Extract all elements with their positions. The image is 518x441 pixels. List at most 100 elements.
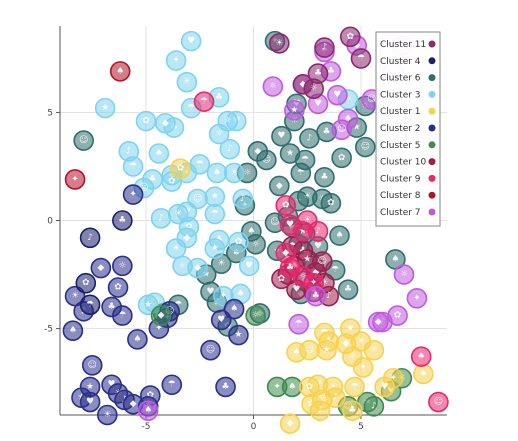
legend-item-cluster-6[interactable]: Cluster 6 — [380, 74, 436, 84]
scatter-point-cluster-2[interactable]: ♣ — [215, 376, 236, 398]
scatter-point-cluster-6[interactable]: ◆ — [268, 175, 290, 197]
legend-item-cluster-1[interactable]: Cluster 1 — [380, 107, 436, 117]
scatter-point-cluster-7[interactable]: ✿ — [387, 305, 408, 326]
scatter-point-cluster-6[interactable]: ☺ — [354, 136, 376, 158]
scatter-point-cluster-2[interactable]: ☀ — [97, 404, 118, 426]
scatter-point-cluster-7[interactable]: ☂ — [288, 313, 309, 335]
scatter-point-cluster-11[interactable]: ☀ — [268, 32, 290, 54]
scatter-point-cluster-5[interactable]: ♠ — [281, 376, 303, 398]
scatter-point-cluster-3[interactable]: ☀ — [176, 71, 198, 93]
scatter-point-cluster-3[interactable]: ☂ — [122, 156, 144, 177]
scatter-point-cluster-9[interactable]: ◆ — [275, 242, 297, 264]
scatter-point-cluster-6[interactable]: ☀ — [296, 186, 318, 208]
scatter-point-cluster-3[interactable]: ◆ — [155, 112, 176, 134]
scatter-point-cluster-4[interactable]: ♣ — [112, 210, 133, 231]
scatter-point-cluster-1[interactable]: ☂ — [344, 376, 365, 398]
scatter-point-cluster-3[interactable]: ☂ — [204, 203, 226, 225]
scatter-point-cluster-1[interactable]: ☺ — [299, 339, 320, 361]
scatter-point-cluster-2[interactable]: ☺ — [81, 354, 103, 376]
scatter-point-cluster-7[interactable]: ♥ — [327, 84, 348, 106]
scatter-point-cluster-7[interactable]: ◆ — [367, 311, 389, 333]
scatter-point-cluster-2[interactable]: ☼ — [112, 255, 133, 277]
scatter-point-cluster-3[interactable]: ✦ — [165, 50, 187, 71]
scatter-point-cluster-6[interactable]: ◆ — [247, 141, 269, 162]
scatter-point-cluster-9[interactable]: ☺ — [428, 391, 449, 413]
scatter-point-cluster-3[interactable]: ☼ — [217, 110, 238, 132]
scatter-point-cluster-7[interactable]: ☺ — [331, 119, 352, 141]
legend-item-cluster-11[interactable]: Cluster 11 — [380, 40, 436, 50]
scatter-point-cluster-11[interactable]: ☼ — [303, 78, 325, 99]
scatter-point-cluster-6[interactable]: ✿ — [331, 147, 352, 169]
scatter-point-cluster-3[interactable]: ♠ — [206, 162, 228, 184]
scatter-point-cluster-3[interactable]: ★ — [204, 238, 226, 259]
scatter-point-cluster-1[interactable]: ♣ — [342, 400, 363, 421]
scatter-point-cluster-2[interactable]: ☂ — [161, 374, 183, 396]
scatter-point-cluster-3[interactable]: ☼ — [172, 255, 193, 277]
scatter-point-cluster-3[interactable]: ★ — [94, 97, 116, 119]
legend-item-cluster-7[interactable]: Cluster 7 — [380, 208, 436, 218]
legend-item-cluster-2[interactable]: Cluster 2 — [380, 124, 436, 134]
scatter-point-cluster-6[interactable]: ★ — [279, 143, 301, 164]
scatter-point-cluster-8[interactable]: ♠ — [109, 61, 131, 82]
legend-item-cluster-4[interactable]: Cluster 4 — [380, 57, 436, 67]
scatter-point-cluster-1[interactable]: ♥ — [374, 376, 395, 398]
legend-item-cluster-3[interactable]: Cluster 3 — [380, 90, 436, 100]
scatter-point-cluster-6[interactable]: ☼ — [245, 233, 266, 255]
scatter-point-cluster-3[interactable]: ♥ — [238, 255, 260, 277]
scatter-point-cluster-2[interactable]: ♥ — [210, 309, 232, 331]
scatter-point-cluster-1[interactable]: ♠ — [413, 363, 434, 385]
scatter-point-cluster-4[interactable]: ✿ — [75, 272, 97, 294]
legend-item-cluster-10[interactable]: Cluster 10 — [380, 158, 436, 168]
scatter-point-cluster-2[interactable]: ♥ — [79, 391, 101, 413]
scatter-point-cluster-6[interactable]: ♣ — [314, 166, 335, 188]
scatter-point-cluster-6[interactable]: ♪ — [299, 128, 320, 149]
scatter-point-cluster-1[interactable]: ♪ — [309, 400, 331, 421]
scatter-point-cluster-9[interactable]: ♠ — [410, 346, 432, 367]
scatter-point-cluster-3[interactable]: ♪ — [219, 138, 241, 160]
scatter-point-cluster-7[interactable]: ♣ — [305, 285, 327, 307]
scatter-point-cluster-1[interactable]: ✿ — [299, 376, 320, 398]
scatter-point-cluster-9[interactable]: ♪ — [307, 221, 329, 242]
scatter-point-cluster-2[interactable]: ♠ — [127, 329, 148, 350]
legend[interactable]: Cluster 11 Cluster 4 Cluster 6 Cluster 3 Clu… — [375, 31, 441, 227]
scatter-point-cluster-9[interactable]: ☂ — [193, 91, 215, 112]
scatter-point-cluster-6[interactable]: ♠ — [385, 249, 406, 270]
scatter-point-cluster-10[interactable]: ★ — [296, 249, 318, 270]
scatter-point-cluster-6[interactable]: ♠ — [329, 225, 350, 246]
scatter-point-cluster-2[interactable]: ◆ — [90, 257, 112, 279]
scatter-point-cluster-3[interactable]: ☀ — [223, 162, 245, 184]
scatter-point-cluster-7[interactable]: ★ — [284, 99, 305, 121]
scatter-point-cluster-2[interactable]: ♠ — [62, 320, 84, 342]
scatter-point-cluster-7[interactable]: ☼ — [393, 264, 415, 285]
scatter-point-cluster-1[interactable]: ✦ — [352, 357, 374, 378]
scatter-point-cluster-7[interactable]: ♠ — [137, 400, 159, 421]
scatter-point-cluster-11[interactable]: ☂ — [350, 48, 372, 69]
legend-item-cluster-5[interactable]: Cluster 5 — [380, 141, 436, 151]
scatter-point-cluster-2[interactable]: ♣ — [101, 296, 122, 318]
scatter-point-cluster-4[interactable]: ♪ — [79, 227, 101, 249]
scatter-point-cluster-11[interactable]: ✿ — [339, 26, 361, 48]
scatter-point-cluster-8[interactable]: ✦ — [64, 169, 86, 190]
scatter-point-cluster-6[interactable]: ☂ — [294, 149, 316, 171]
scatter-point-cluster-3[interactable]: ♠ — [230, 283, 251, 305]
scatter-point-cluster-3[interactable]: ☂ — [189, 154, 211, 175]
scatter-point-cluster-9[interactable]: ♥ — [279, 214, 301, 236]
scatter-point-cluster-11[interactable]: ♪ — [314, 37, 335, 58]
scatter-point-cluster-7[interactable]: ☼ — [262, 76, 284, 97]
scatter-point-cluster-3[interactable]: ★ — [204, 186, 226, 208]
scatter-point-cluster-7[interactable]: ✦ — [406, 287, 428, 309]
scatter-point-cluster-6[interactable]: ✿ — [320, 192, 342, 214]
scatter-point-cluster-1[interactable]: ◆ — [279, 413, 301, 434]
scatter-point-cluster-3[interactable]: ✿ — [228, 231, 249, 253]
scatter-point-cluster-5[interactable]: ◆ — [150, 305, 172, 326]
scatter-point-cluster-6[interactable]: ♣ — [337, 279, 359, 300]
scatter-point-cluster-2[interactable]: ✿ — [107, 277, 129, 298]
scatter-point-cluster-5[interactable]: ♪ — [363, 396, 385, 417]
scatter-point-cluster-2[interactable]: ✦ — [122, 184, 144, 205]
scatter-point-cluster-2[interactable]: ☺ — [200, 339, 221, 361]
scatter-point-cluster-1[interactable]: ★ — [316, 339, 337, 361]
scatter-point-cluster-6[interactable]: ☺ — [73, 130, 94, 151]
legend-item-cluster-8[interactable]: Cluster 8 — [380, 191, 436, 201]
scatter-point-cluster-3[interactable]: ♥ — [180, 30, 202, 52]
scatter-point-cluster-3[interactable]: ♪ — [150, 208, 172, 229]
